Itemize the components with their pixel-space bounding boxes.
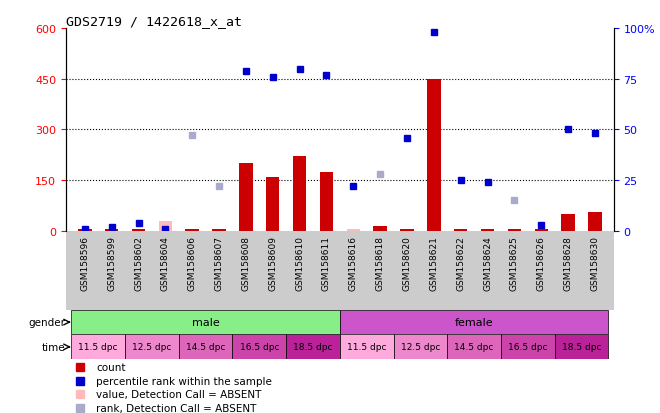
Bar — [266, 177, 279, 231]
Text: GSM158610: GSM158610 — [295, 235, 304, 290]
Text: female: female — [455, 317, 494, 327]
Text: GSM158624: GSM158624 — [483, 235, 492, 290]
Text: 12.5 dpc: 12.5 dpc — [132, 342, 172, 351]
Text: GSM158626: GSM158626 — [537, 235, 546, 290]
Bar — [293, 157, 306, 231]
Bar — [125, 335, 179, 359]
Bar — [71, 335, 125, 359]
Text: 11.5 dpc: 11.5 dpc — [79, 342, 118, 351]
Text: GSM158611: GSM158611 — [322, 235, 331, 290]
Text: gender: gender — [28, 317, 65, 327]
Bar — [340, 335, 393, 359]
Text: GSM158628: GSM158628 — [564, 235, 573, 290]
Bar — [185, 230, 199, 231]
Text: 14.5 dpc: 14.5 dpc — [455, 342, 494, 351]
Bar — [508, 230, 521, 231]
Text: 12.5 dpc: 12.5 dpc — [401, 342, 440, 351]
Text: count: count — [96, 362, 125, 372]
Text: GSM158622: GSM158622 — [456, 235, 465, 290]
Bar — [554, 335, 609, 359]
Text: GDS2719 / 1422618_x_at: GDS2719 / 1422618_x_at — [66, 15, 242, 28]
Text: GSM158609: GSM158609 — [268, 235, 277, 290]
Text: GSM158596: GSM158596 — [81, 235, 89, 290]
Text: GSM158621: GSM158621 — [430, 235, 438, 290]
Bar — [340, 310, 609, 335]
Text: GSM158602: GSM158602 — [134, 235, 143, 290]
Text: GSM158606: GSM158606 — [187, 235, 197, 290]
Text: 16.5 dpc: 16.5 dpc — [508, 342, 548, 351]
Text: percentile rank within the sample: percentile rank within the sample — [96, 376, 272, 386]
Text: 14.5 dpc: 14.5 dpc — [186, 342, 225, 351]
Text: GSM158618: GSM158618 — [376, 235, 385, 290]
Bar — [319, 172, 333, 231]
Text: rank, Detection Call = ABSENT: rank, Detection Call = ABSENT — [96, 404, 257, 413]
Text: time: time — [42, 342, 65, 352]
Bar — [232, 335, 286, 359]
Text: 11.5 dpc: 11.5 dpc — [347, 342, 387, 351]
Bar — [213, 230, 226, 231]
Bar — [158, 221, 172, 231]
Text: GSM158625: GSM158625 — [510, 235, 519, 290]
Text: GSM158604: GSM158604 — [161, 235, 170, 290]
Bar — [454, 230, 467, 231]
Bar — [239, 164, 253, 231]
Text: GSM158630: GSM158630 — [591, 235, 599, 290]
Text: value, Detection Call = ABSENT: value, Detection Call = ABSENT — [96, 389, 261, 399]
Bar — [481, 230, 494, 231]
Text: GSM158599: GSM158599 — [107, 235, 116, 290]
Bar — [588, 213, 602, 231]
Bar — [401, 230, 414, 231]
Text: GSM158620: GSM158620 — [403, 235, 412, 290]
Bar — [562, 214, 575, 231]
Bar — [105, 230, 118, 231]
Text: 18.5 dpc: 18.5 dpc — [562, 342, 601, 351]
Bar — [179, 335, 232, 359]
Text: GSM158607: GSM158607 — [214, 235, 224, 290]
Bar — [346, 230, 360, 231]
Bar — [286, 335, 340, 359]
Text: GSM158616: GSM158616 — [349, 235, 358, 290]
Text: 16.5 dpc: 16.5 dpc — [240, 342, 279, 351]
Bar — [535, 230, 548, 231]
Bar — [447, 335, 501, 359]
Bar — [501, 335, 554, 359]
Bar — [393, 335, 447, 359]
Text: male: male — [192, 317, 220, 327]
Bar — [78, 230, 92, 231]
Text: 18.5 dpc: 18.5 dpc — [293, 342, 333, 351]
Bar — [132, 230, 145, 231]
Bar — [427, 79, 441, 231]
Text: GSM158608: GSM158608 — [242, 235, 250, 290]
Bar — [374, 226, 387, 231]
Bar — [71, 310, 340, 335]
